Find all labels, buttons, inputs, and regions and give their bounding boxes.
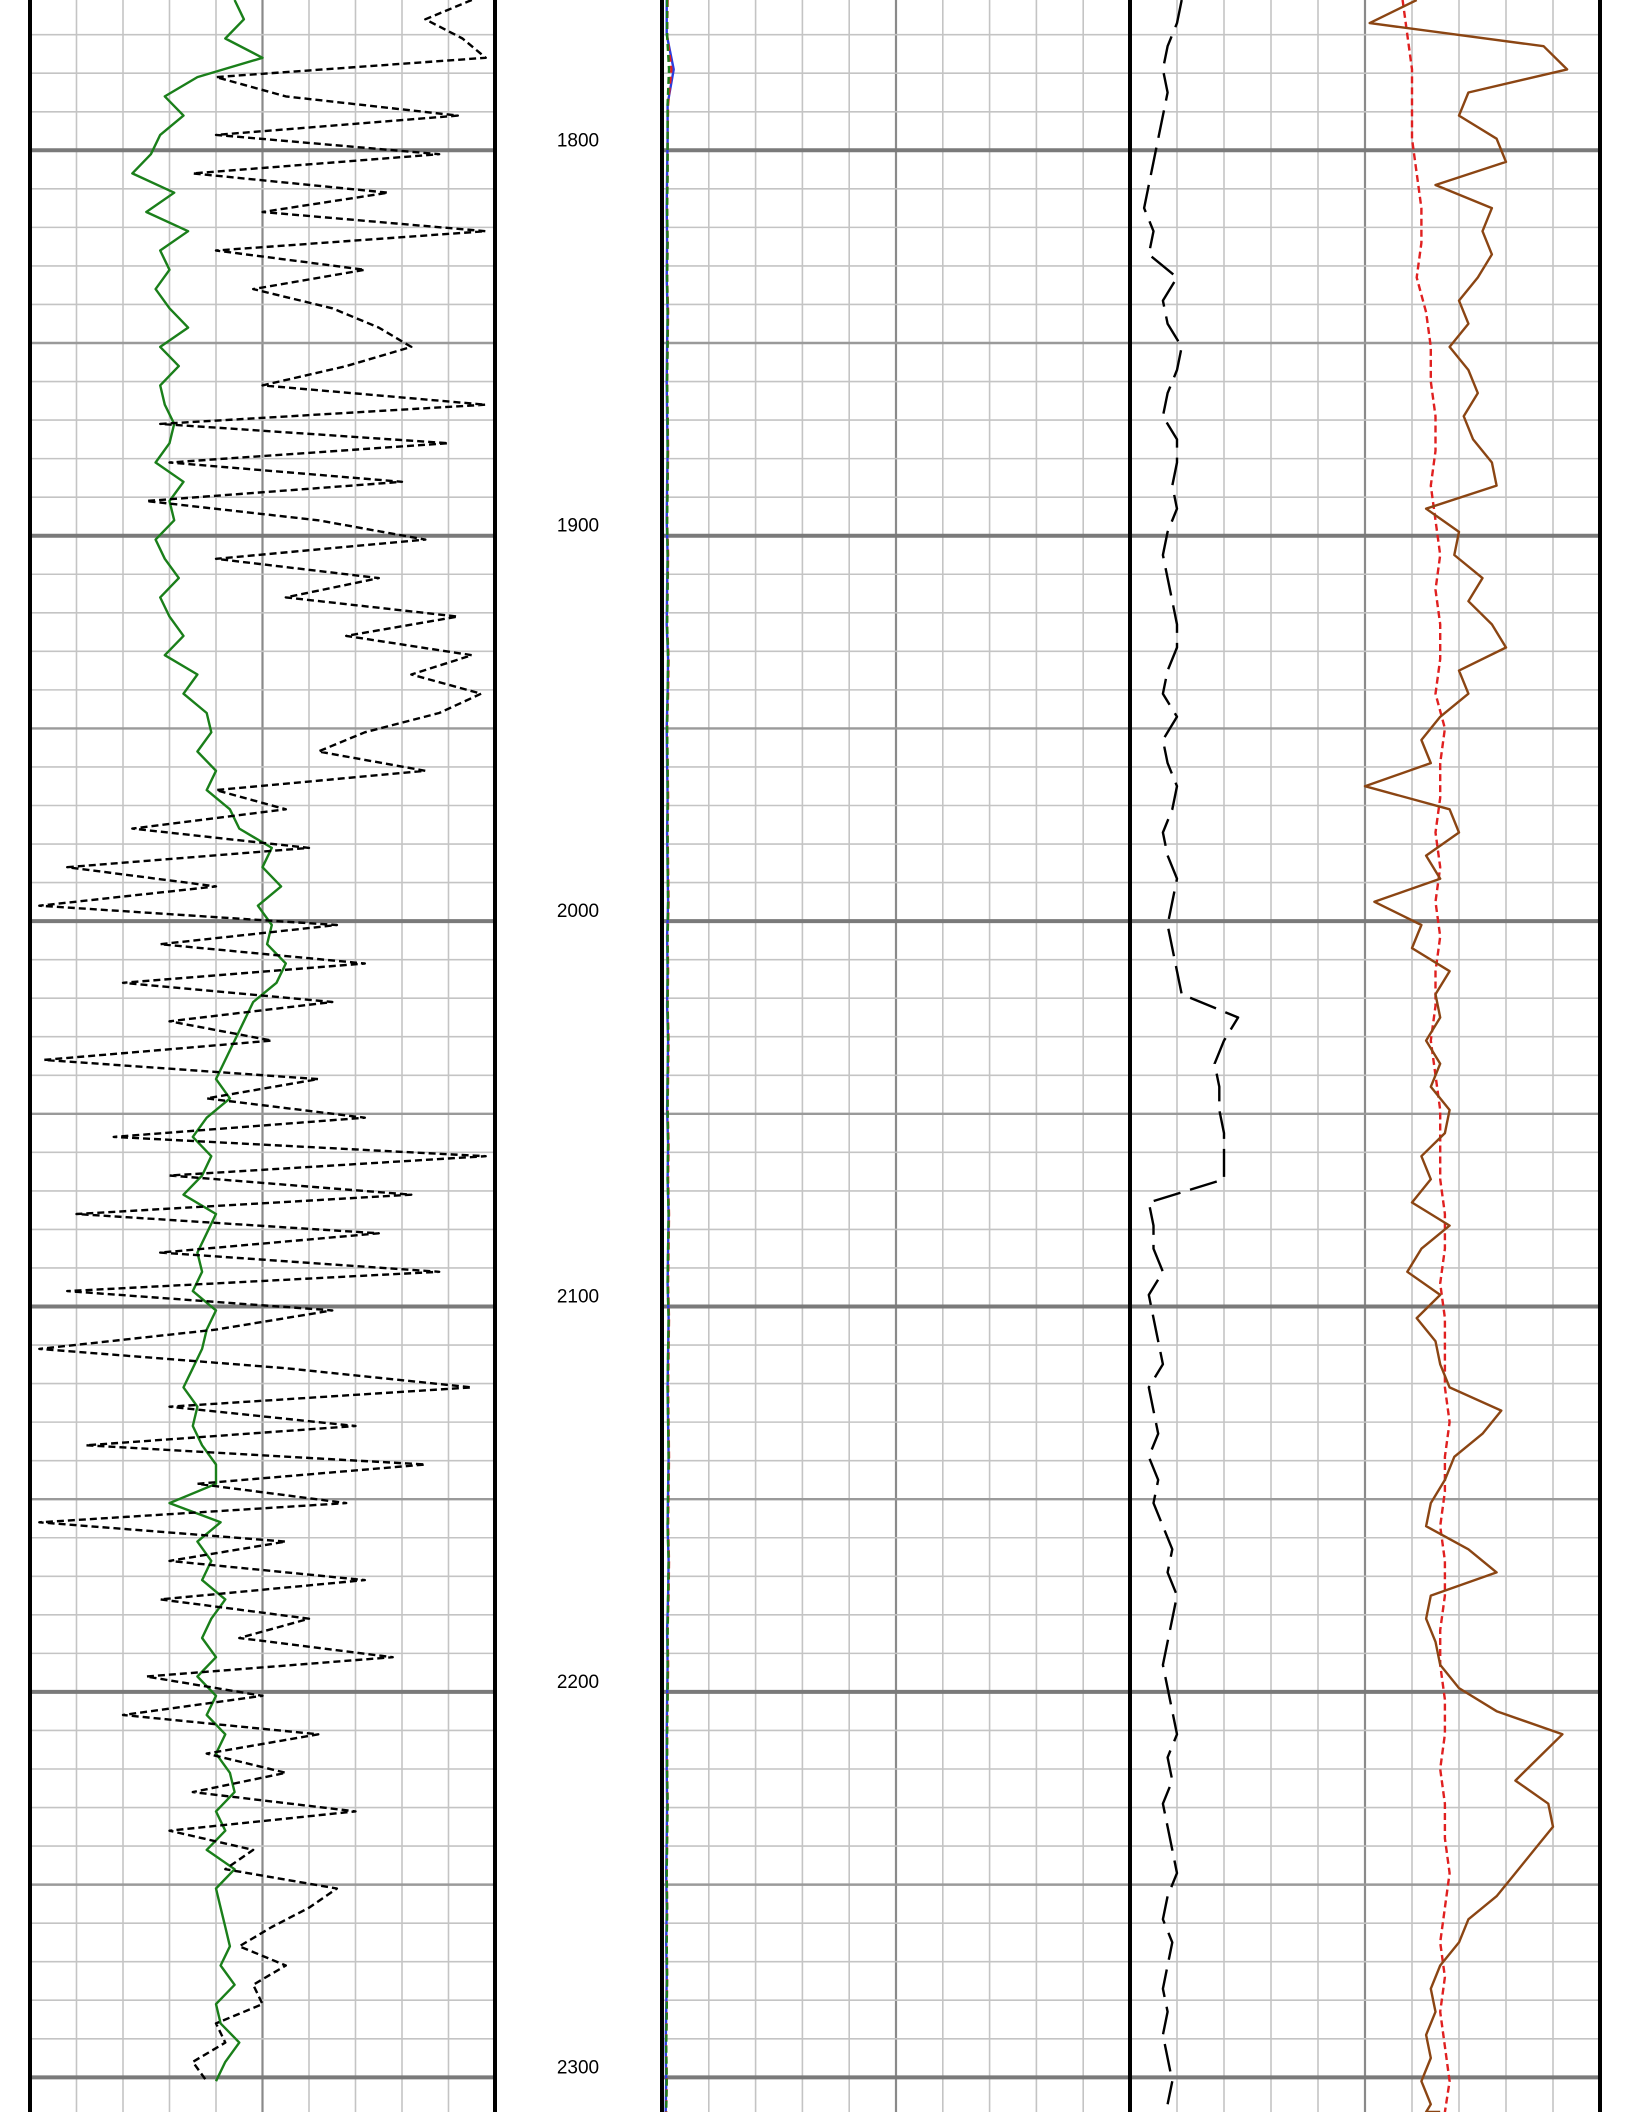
depth-tick-label: 2100 <box>557 1287 599 1308</box>
track-2-curve-3 <box>665 0 671 2112</box>
track-borders <box>28 0 1602 2112</box>
depth-tick-label: 1800 <box>557 130 599 151</box>
depth-tick-label: 2300 <box>557 2057 599 2078</box>
depth-labels: 1800 1900 2000 2100 2200 2300 <box>557 130 599 2078</box>
grid-layer <box>30 0 1600 2112</box>
track-1-curve-2 <box>38 0 487 2082</box>
curve-layer <box>38 0 1569 2112</box>
track-3-curve-2 <box>1401 0 1451 2112</box>
depth-tick-label: 2000 <box>557 901 599 922</box>
track-1-curve-1 <box>131 0 287 2082</box>
depth-tick-label: 1900 <box>557 516 599 537</box>
depth-tick-label: 2200 <box>557 1672 599 1693</box>
track-3-curve-1 <box>1142 0 1240 2105</box>
track-3-curve-3 <box>1363 0 1569 2112</box>
